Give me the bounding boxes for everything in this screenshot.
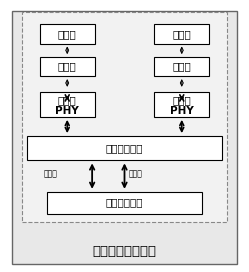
Bar — [154, 57, 209, 76]
Text: 从站协议芯片: 从站协议芯片 — [106, 143, 143, 153]
Text: 数据线: 数据线 — [44, 169, 58, 178]
Bar — [40, 92, 95, 117]
Text: PHY: PHY — [55, 106, 79, 116]
Bar — [22, 12, 227, 222]
Bar — [47, 192, 202, 214]
Text: 变压器: 变压器 — [58, 62, 77, 72]
Bar — [40, 24, 95, 44]
Text: 地址线: 地址线 — [128, 169, 142, 178]
Text: 连接器: 连接器 — [172, 29, 191, 39]
Text: 功能模块实现方式: 功能模块实现方式 — [92, 245, 157, 258]
Text: PHY: PHY — [170, 106, 194, 116]
Text: 功能控制芯片: 功能控制芯片 — [106, 198, 143, 208]
Text: 变压器: 变压器 — [172, 62, 191, 72]
Text: 以太网: 以太网 — [58, 96, 77, 106]
Bar — [154, 24, 209, 44]
Bar — [154, 92, 209, 117]
Text: 以太网: 以太网 — [172, 96, 191, 106]
Text: 连接器: 连接器 — [58, 29, 77, 39]
Bar — [40, 57, 95, 76]
Bar — [27, 136, 222, 160]
